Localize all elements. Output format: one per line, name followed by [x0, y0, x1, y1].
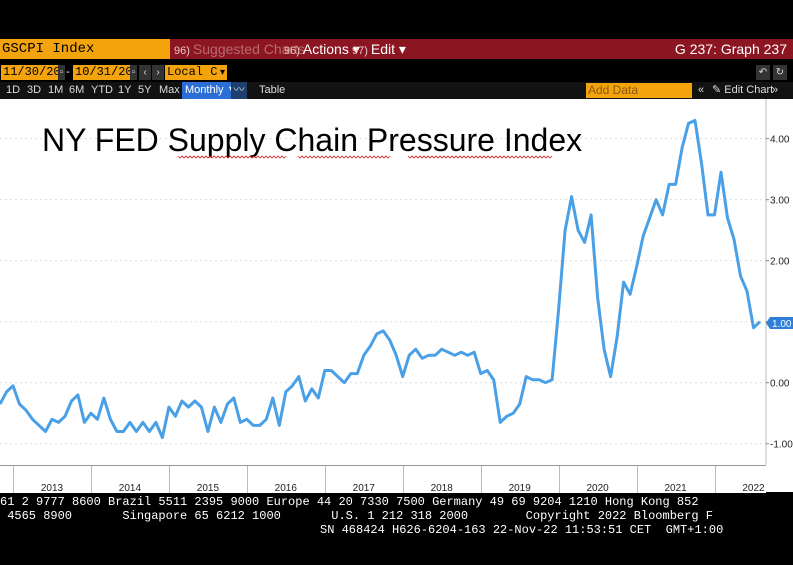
range-1y[interactable]: 1Y	[118, 84, 132, 96]
suggested-num: 96)	[174, 45, 190, 57]
x-tick-label: 2017	[352, 483, 375, 494]
command-bar	[0, 39, 793, 59]
currency-select[interactable]: Local CCY	[165, 65, 232, 80]
ticker-field[interactable]: GSCPI Index	[0, 39, 170, 59]
add-data-input[interactable]: Add Data	[586, 83, 692, 98]
x-year-separator	[714, 466, 716, 493]
x-tick-label: 2019	[508, 483, 531, 494]
range-6m[interactable]: 6M	[69, 84, 85, 96]
x-year-separator	[90, 466, 92, 493]
footer-contacts-line1: 61 2 9777 8600 Brazil 5511 2395 9000 Eur…	[0, 495, 699, 509]
undo-icon[interactable]: ↶	[756, 65, 770, 80]
x-year-separator	[324, 466, 326, 493]
series-group	[0, 118, 762, 440]
suggested-label: Suggested Charts	[192, 41, 305, 57]
footer-session-line: SN 468424 H626-6204-163 22-Nov-22 11:53:…	[320, 523, 724, 537]
last-value-group: 1.00	[766, 317, 793, 330]
range-1d[interactable]: 1D	[6, 84, 21, 96]
currency-dropdown-icon[interactable]: ▾	[218, 65, 227, 80]
edit-chart-label: Edit Chart	[724, 84, 774, 96]
x-tick-label: 2016	[274, 483, 297, 494]
series-line	[0, 118, 762, 440]
footer-contacts-line2: 4565 8900 Singapore 65 6212 1000 U.S. 1 …	[0, 509, 713, 523]
actions-num: 96)	[284, 45, 300, 57]
end-calendar-icon[interactable]: ▫	[130, 65, 137, 80]
collapse-icon[interactable]: «	[698, 84, 705, 96]
range-max[interactable]: Max	[159, 84, 180, 96]
graph-id-label: G 237: Graph 237	[674, 41, 787, 57]
range-1m[interactable]: 1M	[48, 84, 64, 96]
spellcheck-underline	[177, 155, 553, 159]
y-tick-label: -1.00	[770, 440, 793, 451]
y-tick-label: 2.00	[770, 257, 790, 268]
y-tick-label: 4.00	[770, 135, 790, 146]
footer: 61 2 9777 8600 Brazil 5511 2395 9000 Eur…	[0, 492, 793, 565]
actions-menu-button[interactable]: 96) Actions ▾	[284, 39, 360, 59]
line-chart-icon[interactable]: 〰	[231, 82, 247, 99]
grid-lines	[0, 138, 766, 445]
start-calendar-icon[interactable]: ▫	[58, 65, 65, 80]
x-year-separator	[636, 466, 638, 493]
range-ytd[interactable]: YTD	[91, 84, 113, 96]
x-tick-label: 2013	[40, 483, 64, 494]
x-year-separator	[558, 466, 560, 493]
pencil-icon: ✎	[712, 84, 722, 96]
chart-title: NY FED Supply Chain Pressure Index	[42, 122, 582, 158]
frequency-select[interactable]: Monthly ▼	[182, 82, 241, 99]
range-3d[interactable]: 3D	[27, 84, 42, 96]
chart-area: NY FED Supply Chain Pressure Index 4.00 3…	[0, 99, 793, 492]
x-tick-label: 2021	[664, 483, 687, 494]
start-date-field[interactable]: 11/30/2012	[1, 65, 76, 80]
x-tick-label: 2014	[118, 483, 142, 494]
suggested-charts-button[interactable]: 96) Suggested Charts	[174, 39, 305, 59]
top-black-bar	[0, 0, 793, 39]
x-axis-corner	[766, 465, 793, 492]
range-5y[interactable]: 5Y	[138, 84, 152, 96]
last-value-label: 1.00	[772, 319, 792, 330]
expand-icon[interactable]: »	[772, 84, 779, 96]
x-year-separator	[402, 466, 404, 493]
x-year-separator	[13, 466, 14, 493]
refresh-icon[interactable]: ↻	[773, 65, 787, 80]
x-year-separator	[168, 466, 170, 493]
edit-chart-button[interactable]: ✎ Edit Chart	[712, 82, 773, 99]
x-year-separator	[246, 466, 248, 493]
edit-menu-button[interactable]: 97) Edit ▾	[352, 39, 406, 59]
x-tick-label: 2020	[586, 483, 609, 494]
last-value-badge	[766, 317, 793, 329]
date-separator: -	[66, 66, 70, 78]
end-date-field[interactable]: 10/31/2022	[73, 65, 148, 80]
x-tick-label: 2022	[742, 483, 765, 494]
edit-num: 97)	[352, 45, 368, 57]
line-chart: NY FED Supply Chain Pressure Index 4.00 3…	[0, 99, 793, 492]
next-period-icon[interactable]: ›	[152, 65, 164, 80]
y-tick-label: 0.00	[770, 379, 790, 390]
edit-label: Edit ▾	[370, 41, 406, 57]
x-tick-label: 2015	[196, 483, 220, 494]
table-button[interactable]: Table	[259, 84, 286, 96]
actions-label: Actions ▾	[302, 41, 360, 57]
x-year-separator	[480, 466, 482, 493]
y-tick-label: 3.00	[770, 196, 790, 207]
x-tick-label: 2018	[430, 483, 453, 494]
y-axis-ticks: 4.00 3.00 2.00 0.00 -1.00	[766, 135, 793, 451]
prev-period-icon[interactable]: ‹	[139, 65, 151, 80]
x-axis-band: 2013 2014 2015 2016 2017 2018 2019 2020 2021 2022	[0, 465, 766, 494]
